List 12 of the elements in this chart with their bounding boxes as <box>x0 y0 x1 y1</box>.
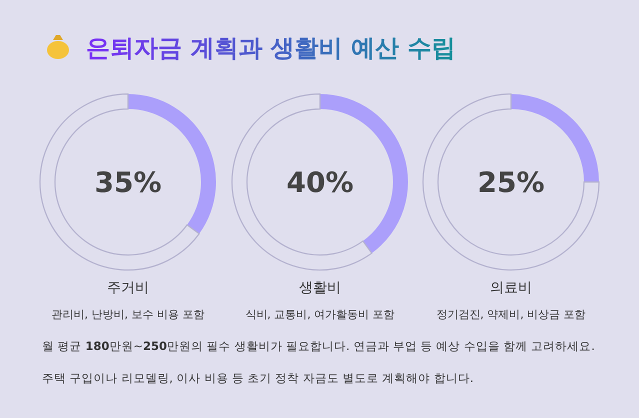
text: 의료비 <box>490 280 532 296</box>
text: 주거비 <box>107 280 149 296</box>
text: 정기검진, 약제비, 비상금 포함 <box>436 308 586 321</box>
text: 은퇴자금 계획과 생활비 예산 수립 <box>86 34 456 62</box>
text: 생활비 <box>299 280 341 296</box>
text: 월 평균 180만원~250만원의 필수 생활비가 필요합니다. 연금과 부업 등 예상 수입을 함께 고려하세요. <box>42 339 595 353</box>
text: 식비, 교통비, 여가활동비 포함 <box>245 308 395 321</box>
text: 관리비, 난방비, 보수 비용 포함 <box>52 308 204 321</box>
text: 35% <box>94 166 162 199</box>
text: 주택 구입이나 리모델링, 이사 비용 등 초기 정착 자금도 별도로 계획해야 합니다. <box>42 371 474 385</box>
text: 40% <box>286 166 354 199</box>
text: 25% <box>477 166 545 199</box>
